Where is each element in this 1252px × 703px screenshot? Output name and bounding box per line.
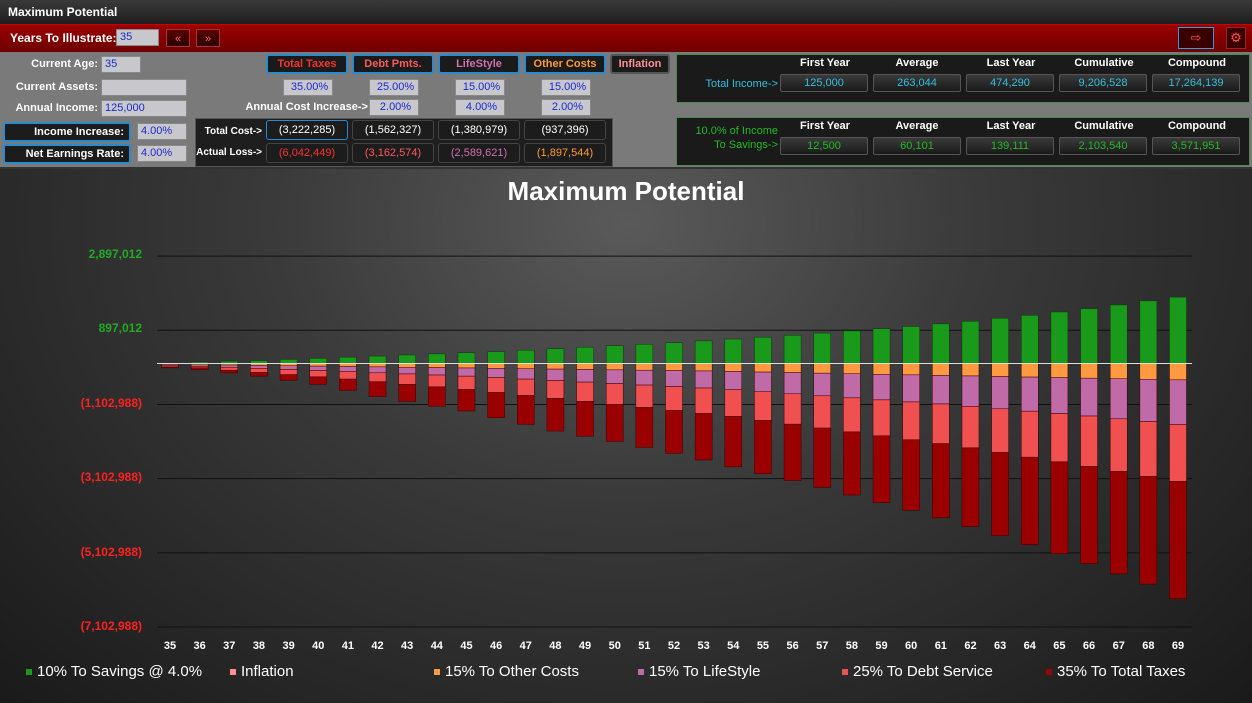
stat-header: Compound — [1167, 120, 1227, 132]
y-tick-label: (1,102,988) — [80, 396, 142, 410]
window-titlebar: Maximum Potential — [0, 0, 1252, 24]
current-assets-label: Current Assets: — [15, 81, 98, 93]
window-title: Maximum Potential — [8, 5, 118, 19]
income-cumulative: 9,206,528 — [1059, 74, 1147, 92]
lifestyle-total: (1,380,979) — [438, 120, 520, 140]
gear-icon[interactable]: ⚙ — [1226, 27, 1246, 49]
y-tick-label: 897,012 — [98, 321, 142, 335]
legend-debt-service: 25% To Debt Service — [842, 663, 993, 680]
debt-pmts-loss: (3,162,574) — [352, 143, 434, 163]
other-costs-increase[interactable]: 2.00% — [541, 99, 591, 116]
other-costs-button[interactable]: Other Costs — [524, 54, 606, 74]
years-input[interactable]: 35 — [116, 29, 159, 46]
savings-first-year: 12,500 — [780, 137, 868, 155]
stat-header: Average — [895, 57, 939, 69]
savings-label-line1: 10.0% of Income — [695, 125, 778, 137]
inflation-button[interactable]: Inflation — [610, 54, 670, 74]
debt-pmts-pct[interactable]: 25.00% — [369, 79, 419, 96]
income-last-year: 474,290 — [966, 74, 1054, 92]
total-taxes-total: (3,222,285) — [266, 120, 348, 140]
savings-average: 60,101 — [873, 137, 961, 155]
total-taxes-button[interactable]: Total Taxes — [266, 54, 348, 74]
current-assets-input[interactable] — [101, 79, 187, 96]
total-income-label: Total Income-> — [705, 78, 778, 90]
stat-header: First Year — [800, 57, 850, 69]
legend-inflation: Inflation — [230, 663, 294, 680]
next-button[interactable]: » — [196, 29, 220, 47]
stat-header: Compound — [1167, 57, 1227, 69]
y-tick-label: 2,897,012 — [88, 247, 142, 261]
other-costs-pct[interactable]: 15.00% — [541, 79, 591, 96]
stat-header: Cumulative — [1074, 120, 1134, 132]
lifestyle-increase[interactable]: 4.00% — [455, 99, 505, 116]
debt-pmts-total: (1,562,327) — [352, 120, 434, 140]
y-tick-label: (3,102,988) — [80, 470, 142, 484]
actual-loss-label: Actual Loss-> — [196, 147, 262, 158]
stat-header: Average — [895, 120, 939, 132]
chart-title: Maximum Potential — [507, 176, 745, 206]
other-costs-total: (937,396) — [524, 120, 606, 140]
legend-other-costs: 15% To Other Costs — [434, 663, 579, 680]
stat-header: Cumulative — [1074, 57, 1134, 69]
savings-compound: 3,571,951 — [1152, 137, 1240, 155]
legend-lifestyle: 15% To LifeStyle — [638, 663, 760, 680]
legend-total-taxes: 35% To Total Taxes — [1046, 663, 1185, 680]
annual-income-label: Annual Income: — [15, 102, 98, 114]
net-earnings-label: Net Earnings Rate: — [3, 144, 131, 164]
toolbar: Years To Illustrate: 35 « » ⇨ ⚙ — [0, 24, 1252, 53]
savings-last-year: 139,111 — [966, 137, 1054, 155]
years-label: Years To Illustrate: — [10, 31, 117, 45]
lifestyle-loss: (2,589,621) — [438, 143, 520, 163]
lifestyle-pct[interactable]: 15.00% — [455, 79, 505, 96]
other-costs-loss: (1,897,544) — [524, 143, 606, 163]
total-taxes-loss: (6,042,449) — [266, 143, 348, 163]
stat-header: First Year — [800, 120, 850, 132]
annual-cost-increase-label: Annual Cost Increase-> — [245, 101, 368, 113]
debt-pmts-button[interactable]: Debt Pmts. — [352, 54, 434, 74]
stat-header: Last Year — [986, 120, 1036, 132]
legend-savings: 10% To Savings @ 4.0% — [26, 663, 202, 680]
net-earnings-input[interactable]: 4.00% — [137, 145, 187, 162]
total-cost-label: Total Cost-> — [204, 126, 262, 137]
export-icon[interactable]: ⇨ — [1178, 27, 1214, 49]
income-first-year: 125,000 — [780, 74, 868, 92]
total-taxes-pct[interactable]: 35.00% — [283, 79, 333, 96]
income-compound: 17,264,139 — [1152, 74, 1240, 92]
input-panel: Current Age: 35 Current Assets: Annual I… — [0, 52, 1252, 169]
prev-button[interactable]: « — [166, 29, 190, 47]
debt-pmts-increase[interactable]: 2.00% — [369, 99, 419, 116]
y-tick-label: (7,102,988) — [80, 619, 142, 633]
lifestyle-button[interactable]: LifeStyle — [438, 54, 520, 74]
current-age-input[interactable]: 35 — [101, 56, 141, 73]
savings-cumulative: 2,103,540 — [1059, 137, 1147, 155]
income-increase-input[interactable]: 4.00% — [137, 123, 187, 140]
savings-label-line2: To Savings-> — [714, 139, 778, 151]
chart-area — [0, 169, 1252, 703]
y-tick-label: (5,102,988) — [80, 545, 142, 559]
current-age-label: Current Age: — [31, 58, 98, 70]
annual-income-input[interactable]: 125,000 — [101, 100, 187, 117]
income-increase-label: Income Increase: — [3, 122, 131, 142]
stat-header: Last Year — [986, 57, 1036, 69]
income-average: 263,044 — [873, 74, 961, 92]
